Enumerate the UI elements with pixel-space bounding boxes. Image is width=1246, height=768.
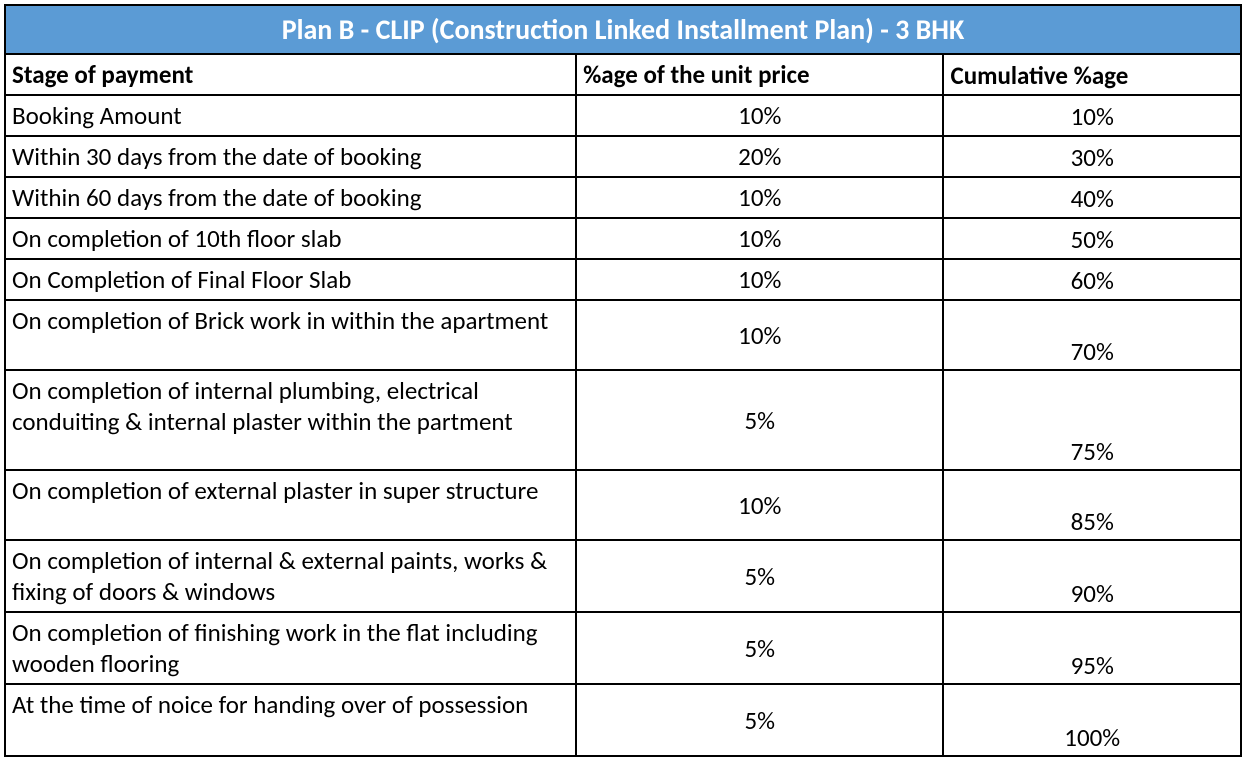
table-header-row: Stage of payment %age of the unit price … <box>6 55 1240 96</box>
cell-cum: 90% <box>944 541 1240 611</box>
table-title: Plan B - CLIP (Construction Linked Insta… <box>6 6 1240 55</box>
cell-stage: On Completion of Final Floor Slab <box>6 260 577 299</box>
cell-stage: Within 60 days from the date of booking <box>6 178 577 217</box>
table-row: Within 30 days from the date of booking2… <box>6 137 1240 178</box>
cell-pct: 10% <box>577 471 944 539</box>
cell-stage: On completion of finishing work in the f… <box>6 613 577 683</box>
cell-cum: 75% <box>944 371 1240 469</box>
table-body: Booking Amount10%10%Within 30 days from … <box>6 96 1240 755</box>
col-header-pct: %age of the unit price <box>577 55 944 94</box>
cell-cum: 50% <box>944 219 1240 258</box>
cell-stage: At the time of noice for handing over of… <box>6 685 577 755</box>
cell-stage: On completion of internal & external pai… <box>6 541 577 611</box>
cell-cum: 30% <box>944 137 1240 176</box>
cell-pct: 10% <box>577 219 944 258</box>
cell-stage: Within 30 days from the date of booking <box>6 137 577 176</box>
cell-pct: 20% <box>577 137 944 176</box>
table-row: Within 60 days from the date of booking1… <box>6 178 1240 219</box>
cell-cum: 100% <box>944 685 1240 755</box>
cell-cum: 70% <box>944 301 1240 369</box>
table-row: On completion of Brick work in within th… <box>6 301 1240 371</box>
cell-pct: 5% <box>577 685 944 755</box>
cell-pct: 5% <box>577 613 944 683</box>
cell-cum: 85% <box>944 471 1240 539</box>
cell-stage: Booking Amount <box>6 96 577 135</box>
table-row: Booking Amount10%10% <box>6 96 1240 137</box>
cell-pct: 5% <box>577 541 944 611</box>
cell-stage: On completion of internal plumbing, elec… <box>6 371 577 469</box>
table-row: On completion of external plaster in sup… <box>6 471 1240 541</box>
table-row: On completion of internal plumbing, elec… <box>6 371 1240 471</box>
cell-stage: On completion of Brick work in within th… <box>6 301 577 369</box>
cell-pct: 10% <box>577 260 944 299</box>
table-row: At the time of noice for handing over of… <box>6 685 1240 755</box>
cell-cum: 10% <box>944 96 1240 135</box>
table-row: On Completion of Final Floor Slab10%60% <box>6 260 1240 301</box>
table-row: On completion of 10th floor slab10%50% <box>6 219 1240 260</box>
cell-pct: 10% <box>577 301 944 369</box>
cell-pct: 10% <box>577 96 944 135</box>
payment-plan-table: Plan B - CLIP (Construction Linked Insta… <box>4 4 1242 757</box>
cell-pct: 5% <box>577 371 944 469</box>
col-header-stage: Stage of payment <box>6 55 577 94</box>
cell-cum: 40% <box>944 178 1240 217</box>
cell-stage: On completion of 10th floor slab <box>6 219 577 258</box>
cell-cum: 60% <box>944 260 1240 299</box>
cell-pct: 10% <box>577 178 944 217</box>
cell-stage: On completion of external plaster in sup… <box>6 471 577 539</box>
table-row: On completion of internal & external pai… <box>6 541 1240 613</box>
col-header-cum: Cumulative %age <box>944 55 1240 94</box>
table-row: On completion of finishing work in the f… <box>6 613 1240 685</box>
cell-cum: 95% <box>944 613 1240 683</box>
